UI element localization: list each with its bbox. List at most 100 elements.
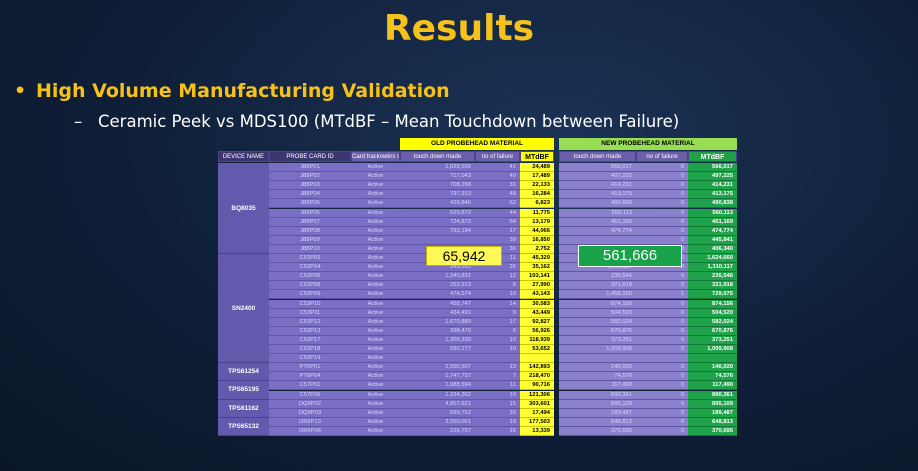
table-cell (559, 354, 636, 364)
table-cell: 1,308,330 (400, 335, 475, 345)
table-cell (636, 354, 688, 364)
table-cell: 1,747,757 (400, 372, 475, 382)
table-cell (400, 235, 475, 245)
table-cell: DR6P13 (269, 417, 351, 427)
table-cell: 529,872 (400, 208, 475, 218)
table-cell: 370,695 (559, 426, 636, 436)
table-cell: 19 (475, 417, 520, 427)
table-cell: C53P06 (269, 272, 351, 282)
table-cell: 44 (475, 208, 520, 218)
table-cell: J88P01 (269, 163, 351, 172)
table-cell: Active (351, 335, 400, 345)
table-cell: 0 (636, 163, 688, 172)
table-cell: 6,823 (520, 199, 554, 209)
table-cell: 218,470 (520, 372, 554, 382)
table-cell: J88P07 (269, 217, 351, 227)
table-cell: DQ6P02 (269, 399, 351, 409)
table-cell: 451,169 (688, 217, 737, 227)
table-cell: 1,009,908 (559, 345, 636, 354)
table-cell: 10 (475, 390, 520, 400)
table-cell: J88P04 (269, 190, 351, 200)
table-cell (688, 354, 737, 364)
table-cell: 874,156 (559, 299, 636, 309)
table-cell: 303,601 (520, 399, 554, 409)
bullet-dot: • (14, 80, 27, 102)
table-cell: 0 (636, 181, 688, 191)
table-cell: 504,520 (559, 308, 636, 318)
table-cell: Active (351, 290, 400, 300)
table-cell: 226,757 (400, 426, 475, 436)
table-cell: 648,813 (559, 417, 636, 427)
table-cell: 12 (475, 272, 520, 282)
table-cell: 117,490 (688, 381, 737, 391)
table-cell: 717,043 (400, 172, 475, 182)
table-cell: Active (351, 263, 400, 273)
table-cell: 874,156 (688, 299, 737, 309)
table-cell: Active (351, 345, 400, 354)
table-cell: Active (351, 208, 400, 218)
table-cell: J88P06 (269, 208, 351, 218)
table-cell: 92,827 (520, 317, 554, 327)
table-cell: J88P02 (269, 172, 351, 182)
table-cell: C53P09 (269, 290, 351, 300)
table-cell: Active (351, 281, 400, 291)
table-cell: J88P08 (269, 226, 351, 236)
table-cell: 39 (475, 408, 520, 418)
table-cell: Active (351, 354, 400, 364)
column-header-4: no of failure (475, 151, 520, 162)
table-cell: 0 (636, 335, 688, 345)
new-average-callout: 561,666 (578, 245, 682, 267)
table-cell: 0 (636, 172, 688, 182)
table-cell: C53P04 (269, 263, 351, 273)
device-name-cell: BQ8035 (218, 163, 269, 254)
table-cell: 146,020 (559, 363, 636, 373)
table-cell: Active (351, 372, 400, 382)
table-cell: 15 (475, 399, 520, 409)
table-cell: 17 (475, 317, 520, 327)
table-cell: 797,913 (400, 190, 475, 200)
table-cell: 0 (636, 217, 688, 227)
table-cell: 414,231 (559, 181, 636, 191)
table-cell: 11 (475, 381, 520, 391)
table-cell: 582,024 (559, 317, 636, 327)
table-cell: 458,747 (400, 299, 475, 309)
table-cell: 90,716 (520, 381, 554, 391)
table-cell: J88P05 (269, 199, 351, 209)
table-cell: 497,225 (559, 172, 636, 182)
table-cell: 793,194 (400, 226, 475, 236)
table-cell: 0 (636, 381, 688, 391)
table-cell: 0 (636, 263, 688, 273)
table-cell: C57P01 (269, 381, 351, 391)
old-material-header: OLD PROBEHEAD MATERIAL (400, 138, 554, 150)
table-cell: C53P17 (269, 335, 351, 345)
table-cell: Active (351, 272, 400, 282)
table-cell: 0 (636, 363, 688, 373)
column-header-1: PROBE CARD ID (269, 151, 351, 162)
table-cell: 117,490 (559, 381, 636, 391)
table-cell: 177,503 (520, 417, 554, 427)
table-cell: 30,583 (520, 299, 554, 309)
table-cell: 445,841 (688, 235, 737, 245)
table-cell: Active (351, 217, 400, 227)
column-header-5: MTdBF (520, 151, 554, 162)
dash-marker: – (74, 112, 83, 131)
table-cell (475, 354, 520, 364)
table-cell: 451,169 (559, 217, 636, 227)
table-cell: 31 (475, 181, 520, 191)
table-cell: 429,846 (400, 199, 475, 209)
table-cell: C57P06 (269, 390, 351, 400)
table-cell: J88P09 (269, 235, 351, 245)
table-cell: PT6P01 (269, 363, 351, 373)
table-cell: 54 (475, 217, 520, 227)
table-cell: 566,017 (559, 163, 636, 172)
table-cell: 8 (475, 281, 520, 291)
table-cell: DR6P06 (269, 426, 351, 436)
table-cell: 582,024 (688, 317, 737, 327)
table-cell: DQ6P03 (269, 408, 351, 418)
table-cell: 22,133 (520, 181, 554, 191)
table-cell: 474,774 (559, 226, 636, 236)
table-cell: 1,310,117 (559, 263, 636, 273)
table-cell: 699,752 (400, 408, 475, 418)
table-cell: 414,231 (688, 181, 737, 191)
table-cell: 10 (475, 335, 520, 345)
